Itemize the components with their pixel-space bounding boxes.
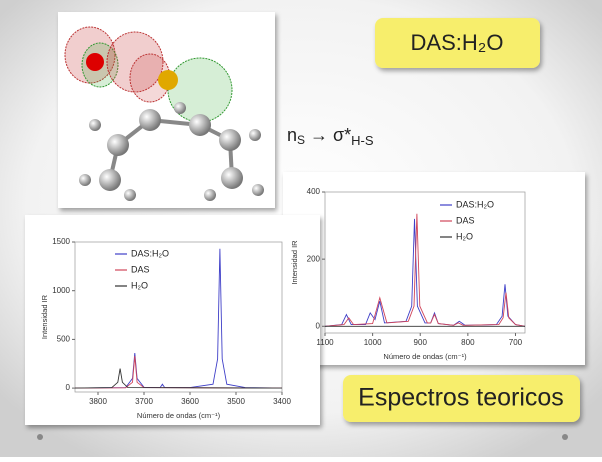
title-box xyxy=(375,18,540,68)
annotation: nS → σ*H-S xyxy=(287,125,374,149)
x-tick-label: 3800 xyxy=(89,397,107,406)
chart-panel xyxy=(283,172,585,365)
y-tick-label: 1500 xyxy=(52,237,70,246)
y-tick-label: 500 xyxy=(57,335,71,344)
y-tick-label: 0 xyxy=(316,321,321,330)
annotation-part: S xyxy=(297,133,305,147)
caption: Espectros teoricos xyxy=(358,384,564,412)
annotation-part: σ* xyxy=(333,125,351,145)
x-tick-label: 800 xyxy=(461,338,475,347)
x-tick-label: 1100 xyxy=(316,338,334,347)
spectrum-line xyxy=(324,218,526,327)
spectrum-line xyxy=(74,368,283,389)
x-tick-label: 3600 xyxy=(181,397,199,406)
legend-label: DAS:H₂O xyxy=(131,248,169,258)
bullet xyxy=(562,434,568,440)
plot-frame xyxy=(324,191,526,334)
y-tick-label: 400 xyxy=(307,187,321,196)
x-tick-label: 700 xyxy=(509,338,523,347)
x-tick-label: 3700 xyxy=(135,397,153,406)
x-tick-label: 900 xyxy=(414,338,428,347)
plot-frame xyxy=(74,241,283,393)
y-tick-label: 0 xyxy=(66,383,71,392)
legend-label: H₂O xyxy=(131,280,148,290)
legend-label: H₂O xyxy=(456,231,473,241)
x-axis-label: Número de ondas (cm⁻¹) xyxy=(383,352,467,361)
x-axis-label: Número de ondas (cm⁻¹) xyxy=(137,411,221,420)
y-tick-label: 1000 xyxy=(52,286,70,295)
y-tick-label: 200 xyxy=(307,254,321,263)
legend-label: DAS:H₂O xyxy=(456,199,494,209)
caption-box xyxy=(343,375,580,422)
x-tick-label: 1000 xyxy=(364,338,382,347)
molecule-image xyxy=(58,12,275,208)
annotation-part: → xyxy=(305,125,333,145)
legend-label: DAS xyxy=(131,264,150,274)
chart-panel xyxy=(25,215,320,425)
y-axis-label: Intensidad IR xyxy=(290,240,299,285)
x-tick-label: 3400 xyxy=(273,397,291,406)
annotation-part: n xyxy=(287,125,297,145)
x-tick-label: 3500 xyxy=(227,397,245,406)
spectrum-line xyxy=(324,213,526,327)
y-axis-label: Intensidad IR xyxy=(40,294,49,339)
annotation-part: H-S xyxy=(351,133,374,148)
legend-label: DAS xyxy=(456,215,475,225)
bullet xyxy=(37,434,43,440)
slide-title: DAS:H₂O xyxy=(411,30,504,55)
